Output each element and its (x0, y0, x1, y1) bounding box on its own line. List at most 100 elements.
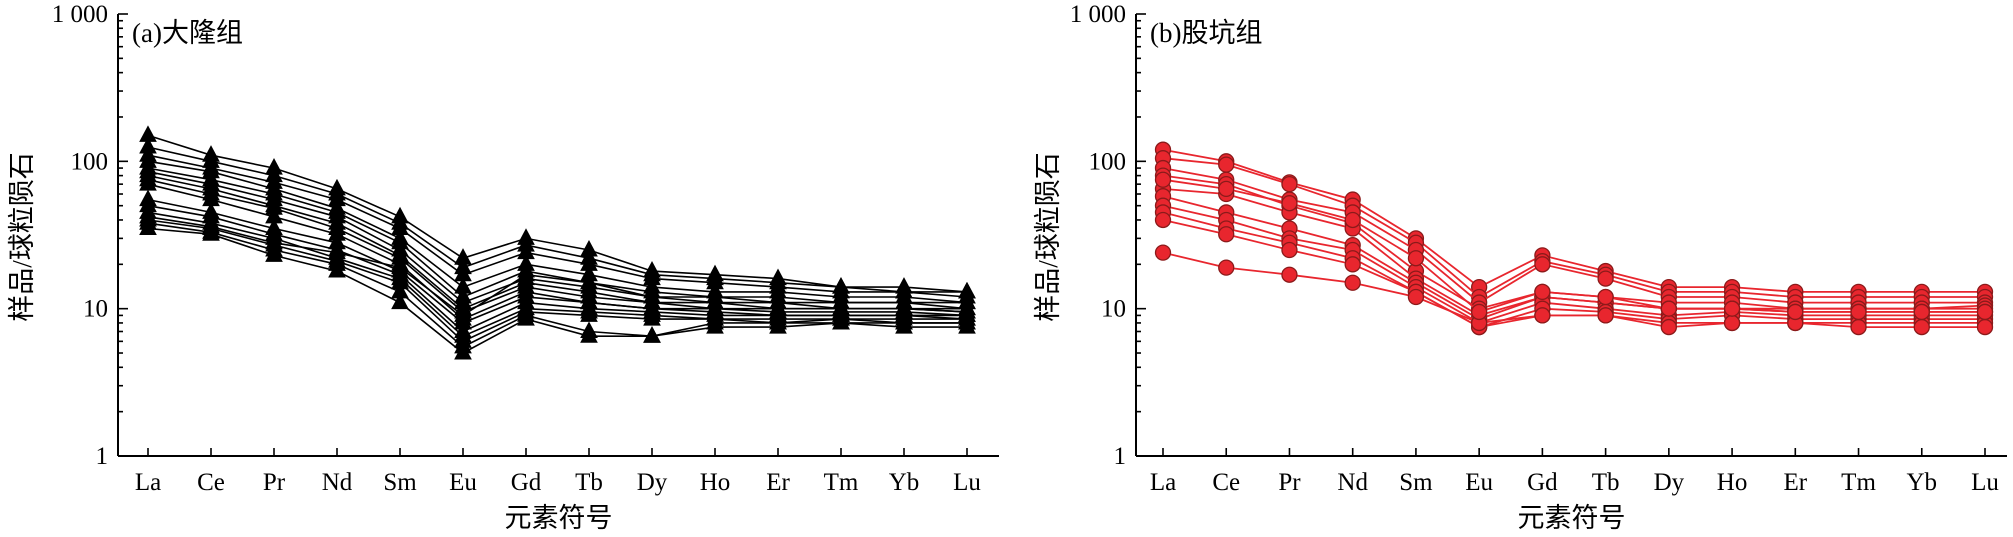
series-11-point-Eu (1471, 303, 1488, 321)
x-tick-label-Dy: Dy (1654, 469, 1685, 496)
series-11-point-Er (1787, 303, 1804, 321)
x-tick-label-Gd: Gd (511, 469, 542, 496)
series-1 (1154, 141, 1994, 301)
series-16-point-Eu (454, 305, 472, 322)
series-11-point-Dy (1660, 300, 1677, 317)
series-15-point-Yb (895, 317, 913, 334)
series-16-point-Ce (202, 216, 220, 234)
series-2-point-Pr (1281, 176, 1298, 193)
series-11-point-Yb (1913, 303, 1930, 321)
x-tick-label-Eu: Eu (449, 469, 477, 496)
series-2-line (1162, 157, 1985, 299)
series-10-point-Tb (1597, 307, 1614, 324)
series-16 (139, 206, 976, 322)
series-10-point-La (1154, 244, 1172, 261)
series-11-point-Sm (1407, 250, 1425, 267)
x-tick-label-Yb: Yb (1906, 469, 1937, 496)
series-16-point-Dy (643, 286, 661, 304)
x-tick-label-Sm: Sm (1399, 469, 1433, 496)
panel-a: 1 10 100 1 000 La Ce Pr Nd Sm Eu Gd Tb Dy Ho Er Tm Yb Lu (… (7, 1, 999, 533)
x-tick-label-Ho: Ho (700, 469, 731, 496)
series-10-point-Pr (1281, 266, 1298, 283)
x-tick-label-Pr: Pr (263, 469, 286, 496)
series-10-point-Lu (1976, 318, 1994, 336)
series-13-line (147, 219, 967, 343)
series-11-line (1162, 178, 1985, 313)
y-tick-label: 10 (1101, 296, 1126, 323)
y-tick-label: 1 000 (1070, 1, 1126, 28)
series-16-point-Sm (391, 257, 409, 275)
series-3-line (147, 154, 968, 298)
series-15-point-Eu (454, 342, 472, 360)
series-11-point-Gd (1534, 283, 1551, 301)
y-tick-label: 100 (71, 148, 109, 175)
series-16-point-Ho (706, 292, 724, 310)
series-9-point-La (1154, 211, 1172, 229)
series-7-line (1162, 204, 1985, 324)
series-16-point-Tb (580, 272, 598, 290)
x-tick-label-Er: Er (1784, 469, 1808, 496)
series-13-point-Tb (580, 305, 598, 322)
x-tick-label-Lu: Lu (953, 469, 981, 496)
x-tick-label-Eu: Eu (1465, 469, 1493, 496)
x-tick-label-Nd: Nd (322, 469, 353, 496)
x-tick-label-Dy: Dy (637, 469, 668, 496)
y-axis-title: 样品/球粒陨石 (1033, 152, 1063, 322)
series-15-point-Lu (958, 317, 976, 334)
series-11-line (147, 204, 968, 333)
series-2 (1154, 150, 1994, 306)
series-4-line (147, 160, 968, 304)
y-tick-label: 100 (1089, 148, 1127, 175)
series-15-point-Pr (265, 245, 283, 262)
x-tick-label-Er: Er (766, 469, 790, 496)
series-6-line (147, 170, 968, 310)
x-tick-label-Gd: Gd (1527, 469, 1558, 496)
x-axis-title: 元素符号 (1518, 503, 1626, 533)
y-tick-label: 1 (1114, 443, 1127, 470)
series-11-point-Tb (1597, 288, 1614, 306)
y-tick-label: 1 000 (52, 1, 108, 28)
panel-title: (a)大隆组 (132, 18, 243, 48)
series-10-point-Dy (1660, 318, 1677, 336)
series-15-point-Ho (706, 317, 724, 334)
series-11 (1154, 171, 1994, 321)
series-11-point-Ce (1218, 180, 1235, 198)
x-tick-label-Yb: Yb (889, 469, 920, 496)
series-16-point-Tm (832, 298, 850, 316)
series-5-line (147, 167, 967, 304)
series-5 (139, 158, 976, 310)
series-11 (139, 195, 976, 338)
x-tick-label-Pr: Pr (1278, 469, 1301, 496)
series-10 (1154, 244, 1994, 336)
series-16-point-Er (769, 298, 787, 316)
x-tick-label-Ce: Ce (1212, 469, 1240, 496)
x-axis-title: 元素符号 (505, 503, 613, 533)
series-16-point-La (139, 206, 157, 224)
series-11-point-Pr (1281, 195, 1298, 212)
series-9-line (147, 183, 968, 321)
panel-title: (b)股坑组 (1150, 18, 1262, 48)
x-tick-label-Nd: Nd (1337, 469, 1368, 496)
series-10-point-Yb (1913, 318, 1930, 336)
series-10-point-Nd (1344, 274, 1361, 291)
series-11-point-Nd (1344, 211, 1361, 229)
series-11-point-Ho (1723, 300, 1741, 317)
series-15-point-Er (769, 317, 787, 334)
series-16-point-Lu (958, 301, 976, 319)
series-15-point-Dy (643, 326, 661, 343)
x-tick-label-Ho: Ho (1717, 469, 1748, 496)
series-15-point-Sm (391, 292, 409, 310)
series-3-line (1162, 167, 1985, 304)
x-tick-label-La: La (135, 469, 161, 496)
series-1-line (1162, 148, 1985, 293)
series-15-point-Gd (517, 309, 535, 326)
series-15-point-Tm (832, 312, 850, 330)
x-tick-label-Tb: Tb (575, 469, 603, 496)
x-tick-label-La: La (1150, 469, 1176, 496)
series-10-point-Ho (1723, 314, 1741, 332)
series-10-point-Sm (1407, 288, 1425, 306)
series-8-line (1162, 211, 1985, 329)
y-tick-label: 10 (83, 296, 108, 323)
y-tick-label: 1 (96, 443, 109, 470)
series-16-point-Yb (895, 298, 913, 316)
